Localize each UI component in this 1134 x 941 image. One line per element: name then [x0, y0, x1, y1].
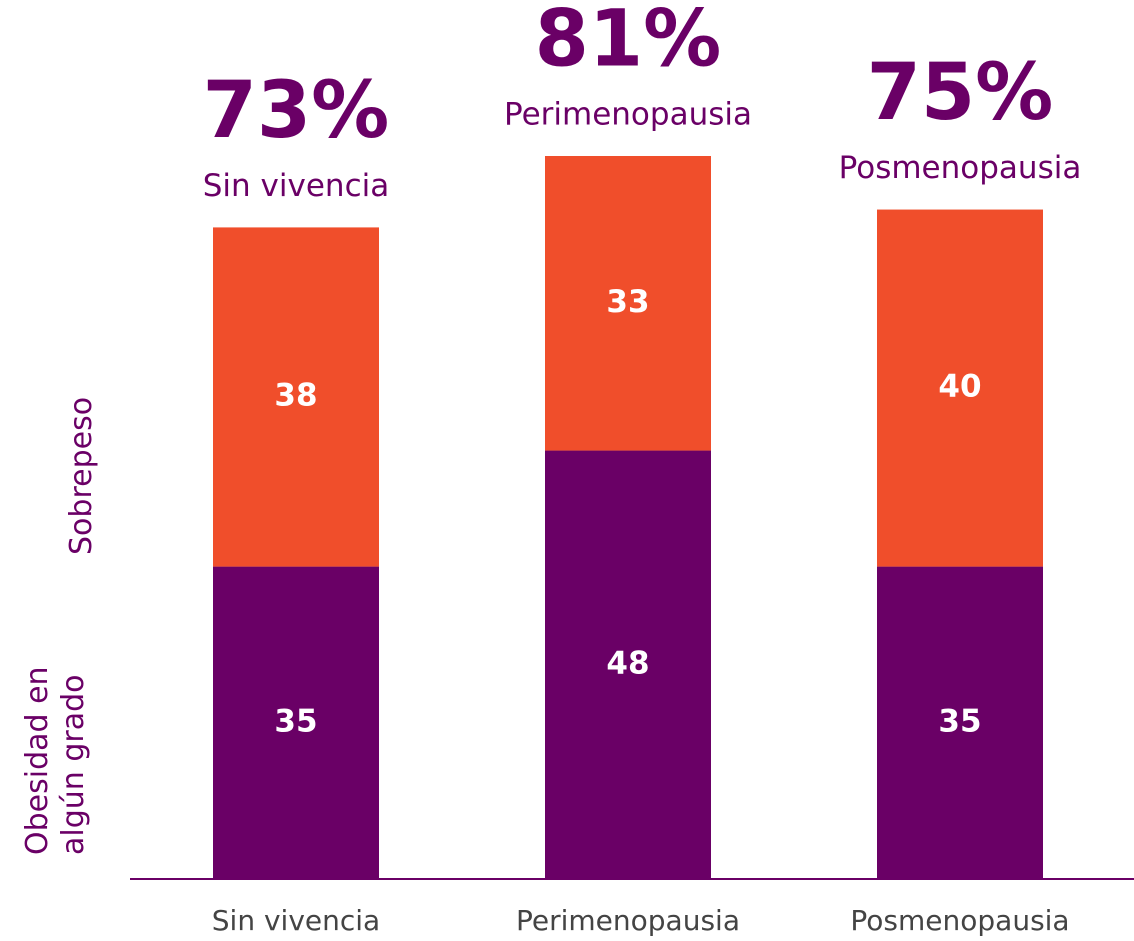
bar-segment: [545, 450, 711, 879]
data-label: 38: [274, 378, 317, 414]
bar-segment: [877, 209, 1043, 567]
bar-segment: [213, 566, 379, 879]
bar-segment: [877, 566, 1043, 879]
legend-label: Sobrepeso: [64, 396, 99, 555]
total-category: Sin vivencia: [203, 168, 389, 204]
total-label: 73%: [203, 66, 390, 156]
x-tick-label: Sin vivencia: [212, 904, 380, 937]
total-category: Perimenopausia: [504, 97, 752, 133]
x-tick-label: Perimenopausia: [516, 904, 740, 937]
x-tick-label: Posmenopausia: [850, 904, 1069, 937]
data-label: 33: [606, 284, 649, 320]
data-label: 48: [606, 645, 649, 681]
total-label: 81%: [535, 0, 722, 84]
total-label: 75%: [867, 48, 1054, 138]
data-label: 35: [274, 703, 317, 739]
bar-segment: [213, 227, 379, 567]
bar-segment: [545, 156, 711, 451]
data-label: 40: [938, 369, 981, 405]
legend-label: Obesidad en algún grado: [20, 666, 91, 855]
data-label: 35: [938, 703, 981, 739]
total-category: Posmenopausia: [839, 150, 1082, 186]
